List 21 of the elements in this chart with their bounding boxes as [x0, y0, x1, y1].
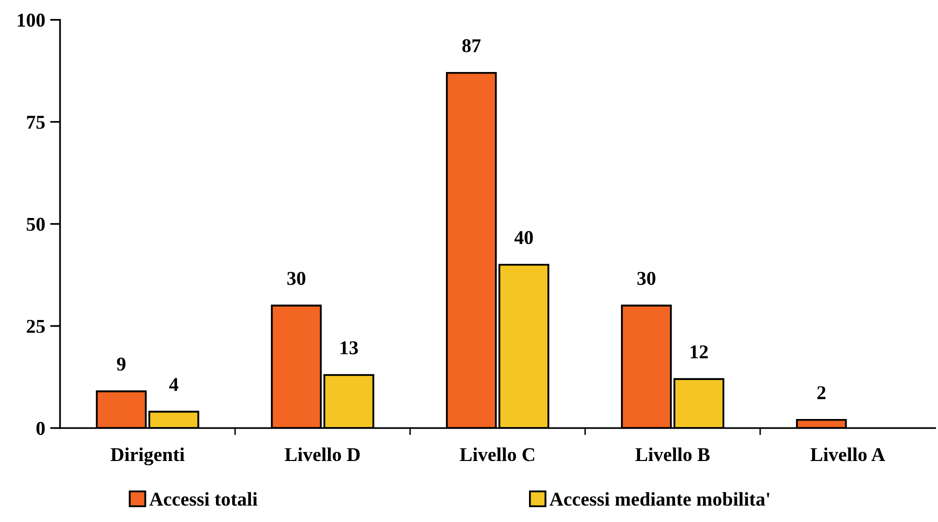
- y-tick-label: 75: [27, 116, 45, 129]
- y-tick-label: 100: [18, 14, 45, 27]
- data-label: 87: [462, 39, 481, 52]
- data-label: 40: [514, 231, 533, 244]
- x-tick-label: Livello A: [810, 447, 886, 462]
- x-tick-label: Livello C: [460, 447, 534, 462]
- data-label: 12: [690, 345, 708, 358]
- y-tick-label: 25: [26, 320, 45, 333]
- x-tick-label: Dirigenti: [110, 447, 185, 466]
- legend-label: Accessi totali: [149, 492, 258, 506]
- y-tick-label: 0: [36, 422, 45, 435]
- data-label: 13: [340, 341, 358, 354]
- legend-label: Accessi mediante mobilita': [550, 492, 770, 506]
- data-label: 9: [116, 358, 126, 371]
- data-label: 2: [817, 386, 826, 400]
- x-tick-label: Livello B: [635, 447, 710, 462]
- data-label: 4: [169, 378, 178, 391]
- y-tick-label: 50: [26, 218, 45, 231]
- data-label: 30: [637, 272, 656, 285]
- x-tick-label: Livello D: [284, 447, 360, 462]
- data-label: 30: [287, 272, 306, 285]
